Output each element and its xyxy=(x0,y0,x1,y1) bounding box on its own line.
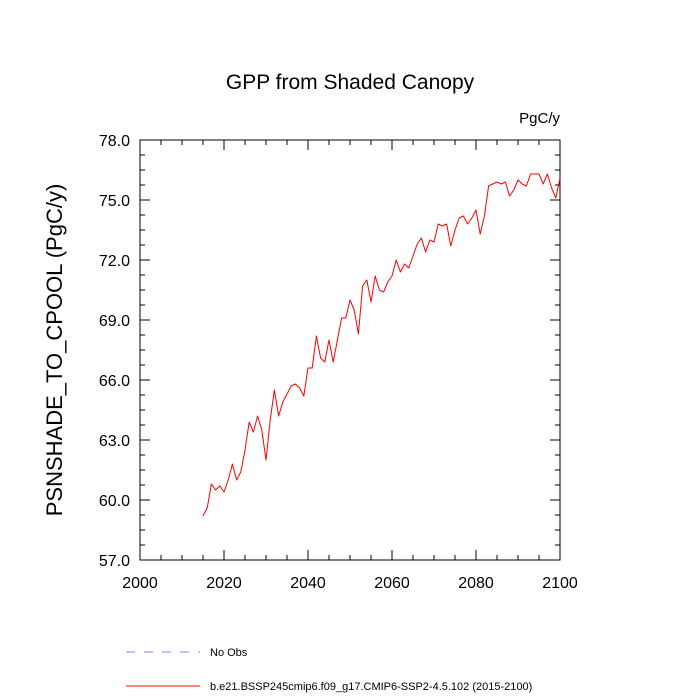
plot-area: 2000 2020 2040 2060 2080 2100 57.0 60.0 63.0 66.0… xyxy=(99,133,578,592)
y-tick-label: 78.0 xyxy=(99,133,130,150)
y-tick-label: 63.0 xyxy=(99,433,130,450)
x-tick-label: 2060 xyxy=(374,575,410,592)
y-tick-label: 69.0 xyxy=(99,313,130,330)
y-tick-label: 75.0 xyxy=(99,193,130,210)
legend: No Obs b.e21.BSSP245cmip6.f09_g17.CMIP6-S… xyxy=(126,647,532,693)
y-tick-label: 66.0 xyxy=(99,373,130,390)
legend-label: No Obs xyxy=(210,647,248,659)
chart-title: GPP from Shaded Canopy xyxy=(226,71,475,94)
y-tick-label: 57.0 xyxy=(99,553,130,570)
y-tick-label: 60.0 xyxy=(99,493,130,510)
legend-label: b.e21.BSSP245cmip6.f09_g17.CMIP6-SSP2-4.… xyxy=(210,681,532,693)
series-line xyxy=(202,173,561,517)
x-tick-label: 2020 xyxy=(206,575,242,592)
x-tick-label: 2000 xyxy=(122,575,158,592)
units-label: PgC/y xyxy=(519,110,560,127)
y-axis-label: PSNSHADE_TO_CPOOL (PgC/y) xyxy=(42,184,67,517)
x-tick-label: 2040 xyxy=(290,575,326,592)
y-tick-label: 72.0 xyxy=(99,253,130,270)
x-tick-label: 2100 xyxy=(542,575,578,592)
x-tick-label: 2080 xyxy=(458,575,494,592)
plot-frame xyxy=(139,139,561,561)
